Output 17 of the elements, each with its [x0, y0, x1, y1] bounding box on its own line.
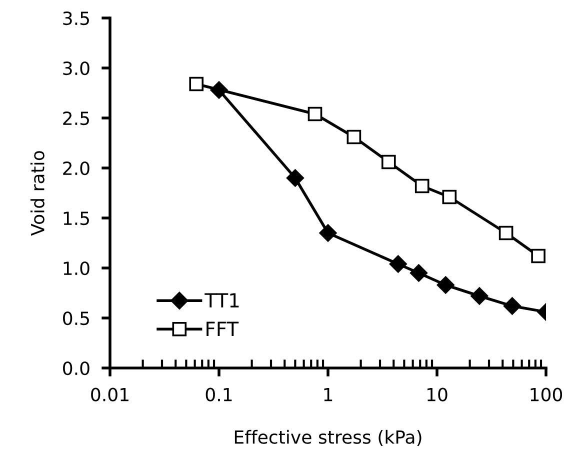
x-tick-label: 1: [324, 388, 332, 402]
y-tick-label: 0.5: [63, 311, 89, 326]
y-tick-label: 1.0: [64, 261, 90, 276]
x-tick-label: 0.01: [91, 388, 128, 402]
x-axis-title: Effective stress (kPa): [234, 430, 422, 446]
y-tick-label: 1.5: [64, 212, 89, 226]
x-tick-label: 10: [427, 388, 448, 402]
y-tick-label: 2.5: [63, 111, 89, 126]
y-tick-label: 3.5: [63, 11, 89, 26]
x-tick-label: 0.1: [206, 388, 232, 402]
y-tick-label: 3.0: [63, 61, 90, 76]
legend-label: TT1: [204, 293, 239, 308]
x-tick-label: 100: [530, 388, 562, 402]
legend-label: FFT: [206, 322, 239, 336]
y-tick-label: 0.0: [63, 361, 90, 376]
y-axis-title: Void ratio: [30, 151, 44, 236]
y-tick-label: 2.0: [63, 161, 90, 176]
